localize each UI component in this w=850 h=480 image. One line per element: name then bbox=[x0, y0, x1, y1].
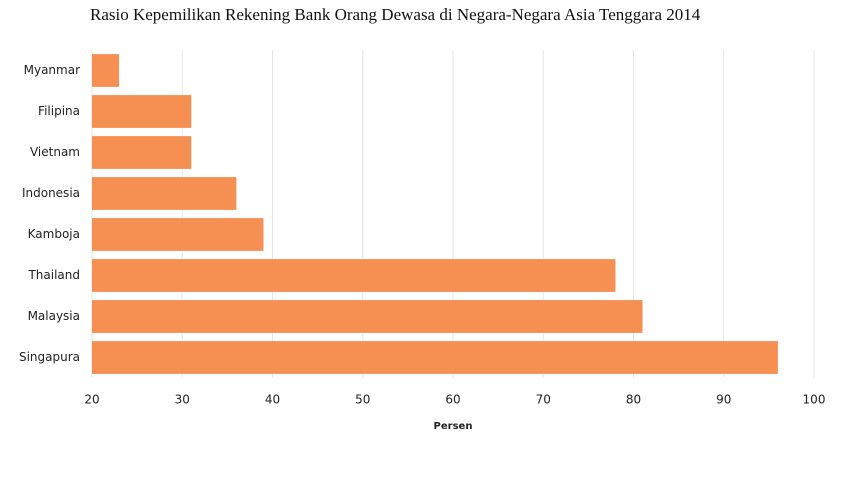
x-tick-label: 60 bbox=[445, 393, 460, 407]
y-tick-label: Kamboja bbox=[28, 227, 80, 241]
x-axis-label: Persen bbox=[434, 421, 473, 432]
chart-title: Rasio Kepemilikan Rekening Bank Orang De… bbox=[90, 5, 701, 24]
y-tick-label: Filipina bbox=[38, 104, 80, 118]
bar bbox=[92, 218, 264, 251]
y-tick-label: Vietnam bbox=[30, 145, 80, 159]
bar bbox=[92, 136, 192, 169]
bar bbox=[92, 259, 616, 292]
bar bbox=[92, 177, 237, 210]
x-tick-label: 70 bbox=[536, 393, 551, 407]
bar bbox=[92, 300, 643, 333]
y-tick-label: Malaysia bbox=[28, 309, 80, 323]
x-tick-label: 20 bbox=[84, 393, 99, 407]
x-tick-label: 90 bbox=[716, 393, 731, 407]
x-tick-label: 40 bbox=[265, 393, 280, 407]
y-tick-label: Thailand bbox=[27, 268, 80, 282]
x-tick-label: 80 bbox=[626, 393, 641, 407]
x-tick-label: 100 bbox=[803, 393, 826, 407]
y-tick-label: Singapura bbox=[19, 350, 80, 364]
bar bbox=[92, 95, 192, 128]
y-tick-label: Myanmar bbox=[24, 63, 80, 77]
x-tick-label: 50 bbox=[355, 393, 370, 407]
y-tick-label: Indonesia bbox=[22, 186, 80, 200]
bar bbox=[92, 341, 778, 374]
x-tick-label: 30 bbox=[175, 393, 190, 407]
bar bbox=[92, 54, 120, 87]
